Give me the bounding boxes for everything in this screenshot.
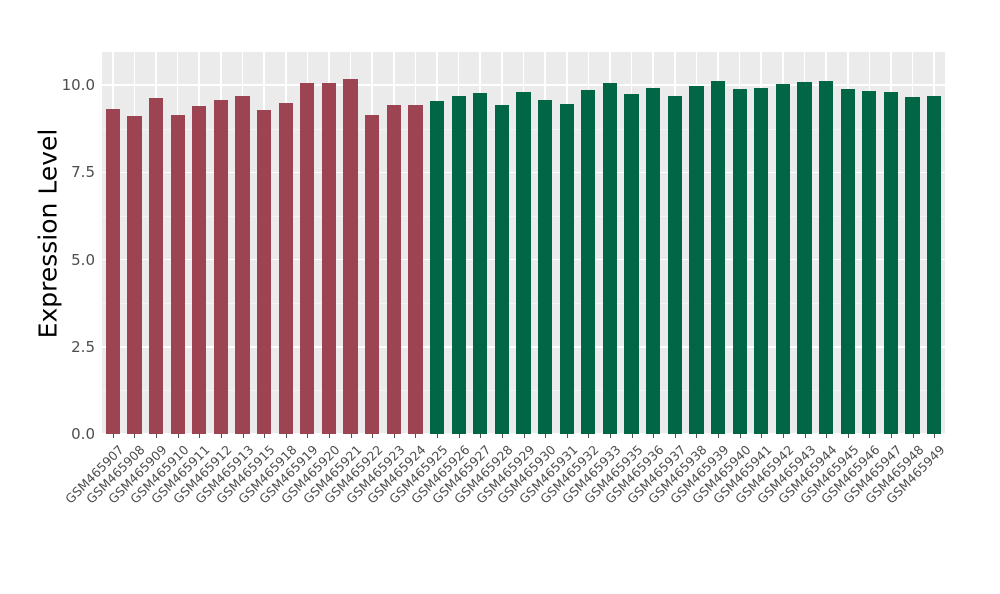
x-tick-mark [869,434,871,438]
x-tick-mark [566,434,568,438]
x-tick-mark [264,434,266,438]
x-tick-mark [350,434,352,438]
x-tick-mark [588,434,590,438]
bar [127,116,142,434]
bar [840,89,855,434]
bar [646,87,661,434]
x-tick-mark [804,434,806,438]
bar [883,91,899,434]
x-tick-mark [285,434,287,438]
x-tick-mark [934,434,936,438]
bar [818,81,834,434]
bar [581,90,596,434]
y-tick-label: 0.0 [71,425,95,443]
x-tick-mark [847,434,849,438]
bar [797,81,812,434]
x-tick-mark [631,434,633,438]
bar [905,97,920,434]
x-tick-mark [415,434,417,438]
bar [278,103,293,434]
bar [365,115,380,434]
x-tick-mark [242,434,244,438]
bar [235,96,250,434]
bar [473,93,488,434]
x-tick-mark [458,434,460,438]
bar [105,108,120,434]
x-tick-mark [437,434,439,438]
bar [602,83,618,434]
x-tick-mark [372,434,374,438]
bar [732,88,747,434]
x-tick-mark [307,434,309,438]
bar [321,83,337,434]
x-tick-mark [718,434,720,438]
y-tick-label: 2.5 [71,337,95,356]
x-tick-mark [782,434,784,438]
plot-panel [102,52,945,435]
x-tick-mark [890,434,892,438]
bar [689,86,704,434]
bar [256,109,272,434]
x-tick-mark [199,434,201,438]
x-tick-mark [112,434,114,438]
bar [710,80,726,434]
x-tick-mark [523,434,525,438]
bar [624,93,639,434]
x-tick-mark [653,434,655,438]
bar [451,95,466,434]
x-tick-mark [328,434,330,438]
bar [537,100,553,434]
bar [927,96,942,434]
bar [213,99,229,434]
bar [494,105,510,434]
x-tick-mark [156,434,158,438]
x-tick-mark [501,434,503,438]
x-tick-mark [545,434,547,438]
bar [559,103,574,434]
x-axis-tick-labels: GSM465907 GSM465908 GSM465909 GSM465910 GSM4… [62,434,948,580]
x-tick-mark [826,434,828,438]
x-tick-mark [177,434,179,438]
x-tick-mark [761,434,763,438]
bar [667,95,682,434]
y-tick-label: 5.0 [71,250,95,269]
bar [300,82,315,434]
x-tick-mark [134,434,136,438]
x-tick-mark [480,434,482,438]
x-tick-mark [739,434,741,438]
x-tick-mark [696,434,698,438]
bar [148,97,164,434]
x-tick-mark [393,434,395,438]
bar [516,91,531,434]
y-tick-label: 7.5 [71,163,95,182]
y-tick-label: 10.0 [61,76,95,95]
bar [862,91,877,434]
x-tick-mark [609,434,611,438]
bar [408,105,423,434]
bar [386,105,401,434]
bar [775,84,791,434]
bar-chart: Expression Level 0.0 2.5 5.0 7.5 10.0 GSM465… [34,0,948,580]
x-tick-mark [674,434,676,438]
x-tick-mark [220,434,222,438]
bar [192,106,207,434]
x-tick-mark [912,434,914,438]
y-axis-tick-labels: 0.0 2.5 5.0 7.5 10.0 [47,0,147,580]
bar [429,100,445,434]
bar [343,78,358,434]
bar [754,87,769,434]
bar [170,115,185,434]
